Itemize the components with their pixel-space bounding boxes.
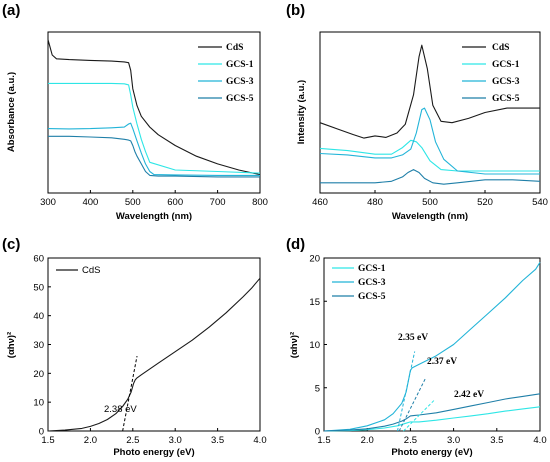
- panel-c-x-tick-label-2-5: 2.5: [126, 435, 139, 446]
- panel-c-chart: 1.5 2.0 2.5 3.0 3.5 4.0 0 10 20 30 40 50 60 Photo en…: [6, 254, 267, 459]
- panel-b-series: [319, 44, 541, 185]
- panel-d-series-gcs-3: [323, 262, 541, 432]
- panel-d-y-tick-label-15: 15: [309, 297, 320, 308]
- panel-b-series-gcs-5: [320, 169, 541, 185]
- panel-a-x-ticks: 300 400 500 600 700 800: [40, 190, 268, 208]
- panel-c-y-tick-label-20: 20: [33, 369, 44, 380]
- panel-d-y-label: (αhν)²: [289, 332, 300, 358]
- panel-letter-c: (c): [2, 236, 20, 253]
- panel-b-series-cds: [319, 44, 540, 139]
- panel-a-x-tick-label-700: 700: [210, 197, 226, 208]
- panel-c-y-tick-label-40: 40: [33, 311, 44, 322]
- panel-a-x-label: Wavelength (nm): [116, 211, 192, 222]
- panel-b-series-gcs-3: [319, 107, 540, 175]
- panel-d-ticks: 1.5 2.0 2.5 3.0 3.5 4.0 0 5 10 15 20: [309, 254, 546, 447]
- legend-a-label-gcs1: GCS-1: [226, 60, 254, 70]
- panel-d-x-tick-label-3-0: 3.0: [447, 435, 460, 446]
- legend-d-label-gcs3: GCS-3: [358, 278, 386, 288]
- panel-d-series: [323, 262, 541, 432]
- panel-a-x-tick-label-600: 600: [167, 197, 183, 208]
- panel-d-series-gcs-5: [323, 393, 541, 432]
- panel-d-x-tick-label-2-0: 2.0: [361, 435, 374, 446]
- legend-b-label-cds: CdS: [492, 43, 509, 53]
- panel-d-bandgap-label-gcs5: 2.37 eV: [427, 357, 457, 367]
- panel-letter-d: (d): [286, 236, 305, 253]
- panel-d-tangent-gcs-3: [396, 351, 416, 432]
- panel-d-y-tick-label-20: 20: [309, 254, 320, 265]
- panel-d-frame: [323, 257, 541, 432]
- panel-c-y-tick-label-50: 50: [33, 282, 44, 293]
- panel-a-frame: [47, 31, 261, 194]
- panel-d-legend: GCS-1 GCS-3 GCS-5: [332, 264, 386, 302]
- panel-letter-a: (a): [2, 2, 20, 19]
- legend-b-label-gcs3: GCS-3: [492, 77, 520, 87]
- panel-d-series-gcs-1: [323, 406, 541, 432]
- legend-d-label-gcs1: GCS-1: [358, 264, 386, 274]
- panel-c-y-tick-label-0: 0: [39, 427, 44, 438]
- panel-b-x-tick-label-460: 460: [312, 197, 328, 208]
- panel-a-x-tick-label-500: 500: [125, 197, 141, 208]
- panel-d-y-tick-label-5: 5: [315, 383, 320, 394]
- panel-c-y-tick-label-60: 60: [33, 254, 44, 265]
- panel-a-series: [47, 39, 261, 178]
- panel-d-tangent-gcs-1: [403, 399, 435, 432]
- panel-c-y-tick-label-30: 30: [33, 340, 44, 351]
- panel-d-x-tick-label-3-5: 3.5: [490, 435, 503, 446]
- panel-d-bandgap-label-gcs1: 2.42 eV: [454, 390, 484, 400]
- panel-b-x-tick-label-500: 500: [422, 197, 438, 208]
- panel-a-chart: 300 400 500 600 700 800 Wavelength (nm) Absor…: [6, 31, 268, 222]
- panel-a-series-gcs-1: [48, 82, 261, 174]
- legend-d-label-gcs5: GCS-5: [358, 292, 386, 302]
- panel-d-x-tick-label-1-5: 1.5: [317, 435, 330, 446]
- panel-c-tangent-0: [122, 355, 138, 432]
- panel-c-x-tick-label-3-5: 3.5: [211, 435, 224, 446]
- panel-b-x-tick-label-540: 540: [532, 197, 548, 208]
- panel-a-x-tick-label-800: 800: [252, 197, 268, 208]
- panel-b-x-label: Wavelength (nm): [392, 211, 468, 222]
- panel-c-ticks: 1.5 2.0 2.5 3.0 3.5 4.0 0 10 20 30 40 50 60: [33, 254, 266, 447]
- legend-a-label-gcs3: GCS-3: [226, 77, 254, 87]
- legend-a-label-gcs5: GCS-5: [226, 94, 254, 104]
- panel-a-series-cds: [47, 39, 261, 176]
- panel-c-legend: CdS: [56, 265, 100, 276]
- panel-c-x-tick-label-3-0: 3.0: [169, 435, 182, 446]
- panel-b-series-gcs-1: [319, 139, 540, 172]
- panel-c-series: [47, 277, 261, 432]
- panel-c-y-tick-label-10: 10: [33, 398, 44, 409]
- panel-b-legend: CdS GCS-1 GCS-3 GCS-5: [462, 43, 520, 104]
- legend-b-label-gcs1: GCS-1: [492, 60, 520, 70]
- panel-c-x-tick-label-1-5: 1.5: [41, 435, 54, 446]
- panel-c-frame: [47, 257, 261, 432]
- legend-a-label-cds: CdS: [226, 43, 243, 53]
- panel-b-frame: [319, 31, 541, 194]
- panel-b-x-tick-label-520: 520: [477, 197, 493, 208]
- panel-c-x-label: Photo energy (eV): [113, 447, 194, 458]
- panel-d-x-tick-label-4-0: 4.0: [533, 435, 546, 446]
- panel-d-bandgap-label-gcs3: 2.35 eV: [398, 333, 428, 343]
- panel-b-y-label: Intensity (a.u.): [296, 80, 307, 144]
- panel-letter-b: (b): [286, 2, 305, 19]
- panel-d-y-tick-label-10: 10: [309, 340, 320, 351]
- panel-d-chart: 1.5 2.0 2.5 3.0 3.5 4.0 0 5 10 15 20 Photo energy …: [289, 254, 547, 459]
- panel-b-chart: 460 480 500 520 540 Wavelength (nm) Intensit…: [296, 31, 548, 222]
- panel-b-x-ticks: 460 480 500 520 540: [312, 190, 548, 208]
- panel-d-x-label: Photo energy (eV): [391, 447, 472, 458]
- panel-a-x-tick-label-300: 300: [40, 197, 56, 208]
- panel-a-legend: CdS GCS-1 GCS-3 GCS-5: [198, 43, 254, 104]
- panel-a-x-tick-label-400: 400: [82, 197, 98, 208]
- panel-b-x-tick-label-480: 480: [367, 197, 383, 208]
- panel-d-x-tick-label-2-5: 2.5: [404, 435, 417, 446]
- panel-a-series-gcs-5: [48, 135, 260, 178]
- panel-c-x-tick-label-4-0: 4.0: [253, 435, 266, 446]
- panel-d-y-tick-label-0: 0: [315, 427, 320, 438]
- panel-c-y-label: (αhν)²: [6, 332, 17, 358]
- panel-a-series-gcs-3: [47, 122, 260, 176]
- panel-c-bandgap-label: 2.38 eV: [104, 404, 137, 415]
- panel-c-x-tick-label-2-0: 2.0: [84, 435, 97, 446]
- legend-b-label-gcs5: GCS-5: [492, 94, 520, 104]
- panel-a-y-label: Absorbance (a.u.): [6, 72, 17, 152]
- legend-c-label-cds: CdS: [82, 265, 100, 276]
- panel-c-series-cds: [47, 277, 261, 432]
